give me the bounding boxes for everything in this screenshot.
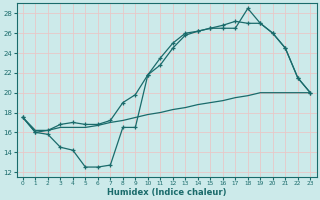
X-axis label: Humidex (Indice chaleur): Humidex (Indice chaleur) xyxy=(107,188,226,197)
